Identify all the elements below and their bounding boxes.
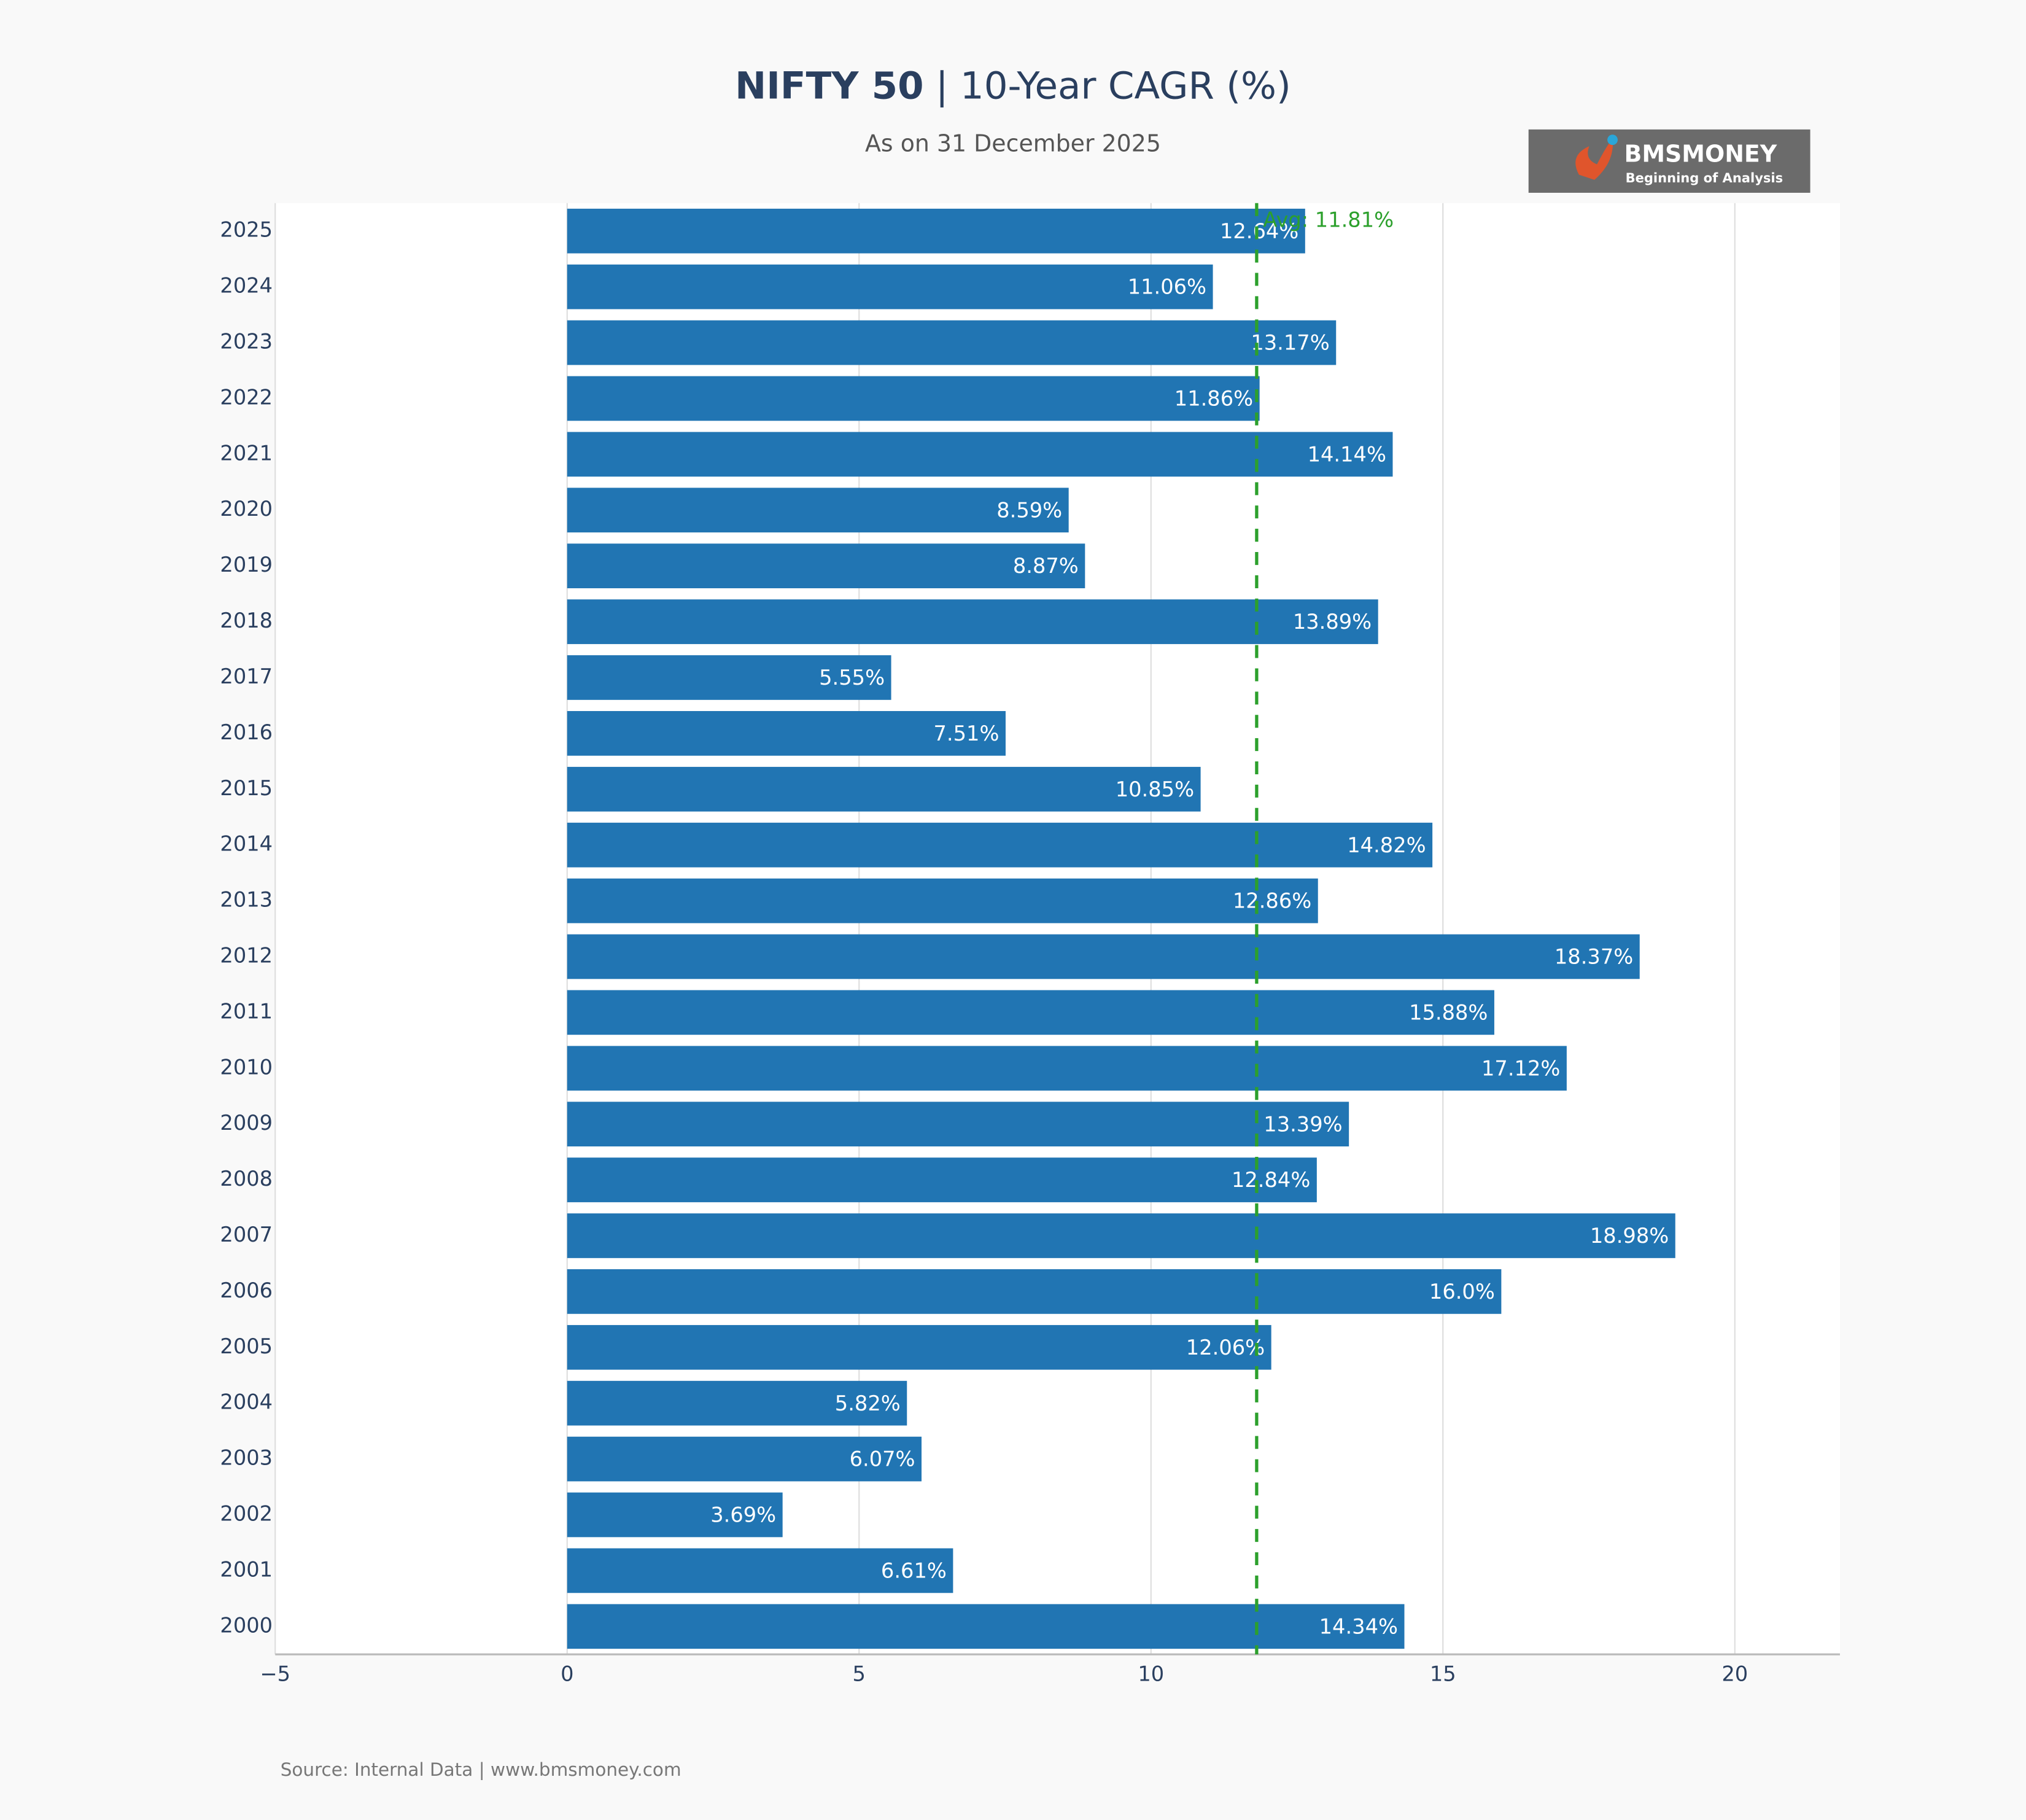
x-tick-label: 5: [853, 1662, 866, 1686]
bar: [567, 543, 1085, 589]
bar: [567, 878, 1318, 924]
title-bold: NIFTY 50: [735, 64, 923, 107]
bar: [567, 1269, 1502, 1314]
value-label: 7.51%: [934, 721, 999, 745]
bar: [567, 488, 1069, 533]
y-tick-label: 2018: [220, 609, 273, 632]
value-label: 13.89%: [1293, 610, 1372, 634]
bar: [567, 1102, 1349, 1147]
logo-tagline: Beginning of Analysis: [1626, 170, 1783, 185]
y-tick-label: 2007: [220, 1223, 273, 1246]
y-tick-label: 2010: [220, 1055, 273, 1079]
bar: [567, 320, 1337, 365]
value-label: 14.34%: [1319, 1614, 1398, 1638]
bar: [567, 1492, 783, 1538]
value-label: 3.69%: [710, 1503, 776, 1527]
bar: [567, 1046, 1567, 1091]
value-label: 14.82%: [1347, 833, 1426, 857]
y-tick-label: 2003: [220, 1446, 273, 1470]
bar: [567, 1324, 1271, 1370]
value-label: 12.64%: [1220, 219, 1298, 243]
value-label: 14.14%: [1308, 442, 1386, 466]
value-label: 8.87%: [1013, 554, 1079, 578]
chart-title: NIFTY 50 | 10-Year CAGR (%): [735, 64, 1291, 107]
value-label: 6.07%: [850, 1447, 915, 1471]
bar: [567, 376, 1260, 421]
value-label: 11.06%: [1128, 275, 1206, 299]
y-tick-label: 2002: [220, 1501, 273, 1525]
y-tick-label: 2008: [220, 1167, 273, 1191]
bar: [567, 766, 1201, 812]
y-tick-label: 2022: [220, 385, 273, 409]
value-label: 8.59%: [996, 498, 1062, 522]
x-tick-label: 10: [1138, 1662, 1164, 1686]
y-tick-label: 2023: [220, 330, 273, 354]
value-label: 5.82%: [835, 1391, 901, 1415]
x-tick-label: 20: [1721, 1662, 1748, 1686]
bar: [567, 1436, 922, 1482]
x-tick-label: 15: [1430, 1662, 1456, 1686]
average-label: Avg: 11.81%: [1263, 208, 1394, 232]
bar: [567, 990, 1494, 1035]
bar: [567, 208, 1305, 254]
bar: [567, 599, 1378, 644]
value-label: 18.37%: [1554, 945, 1633, 969]
bar: [567, 655, 891, 700]
y-tick-label: 2009: [220, 1111, 273, 1135]
y-tick-label: 2013: [220, 888, 273, 912]
y-tick-label: 2011: [220, 999, 273, 1023]
y-tick-label: 2000: [220, 1613, 273, 1637]
logo-box: [1528, 129, 1811, 193]
value-label: 12.86%: [1233, 889, 1311, 913]
y-tick-label: 2016: [220, 720, 273, 744]
y-tick-label: 2004: [220, 1390, 273, 1414]
value-label: 17.12%: [1481, 1056, 1560, 1080]
x-tick-label: 0: [561, 1662, 573, 1686]
y-tick-label: 2015: [220, 776, 273, 800]
plot-area: [275, 203, 1840, 1655]
value-label: 12.84%: [1232, 1168, 1310, 1192]
bar: [567, 710, 1006, 756]
bar: [567, 822, 1433, 868]
bar: [567, 1380, 907, 1426]
value-label: 13.17%: [1251, 331, 1329, 355]
value-label: 18.98%: [1590, 1224, 1669, 1248]
bar: [567, 1213, 1675, 1258]
y-tick-label: 2020: [220, 497, 273, 521]
value-label: 12.06%: [1186, 1336, 1265, 1359]
logo-icon: [1575, 138, 1613, 180]
y-tick-label: 2006: [220, 1278, 273, 1302]
y-tick-label: 2014: [220, 832, 273, 856]
value-label: 13.39%: [1263, 1112, 1342, 1136]
y-tick-label: 2005: [220, 1334, 273, 1358]
logo-dot: [1607, 134, 1618, 146]
value-label: 11.86%: [1174, 387, 1253, 411]
value-label: 15.88%: [1409, 1000, 1488, 1024]
subtitle: As on 31 December 2025: [865, 130, 1161, 157]
bar: [567, 1604, 1405, 1649]
bar: [567, 1548, 953, 1593]
y-tick-label: 2021: [220, 441, 273, 465]
y-tick-label: 2024: [220, 274, 273, 298]
x-tick-label: −5: [260, 1662, 290, 1686]
source: Source: Internal Data | www.bmsmoney.com: [281, 1759, 681, 1781]
value-label: 5.55%: [819, 666, 885, 690]
value-label: 6.61%: [881, 1558, 947, 1582]
title-rest: | 10-Year CAGR (%): [936, 64, 1291, 107]
y-tick-label: 2001: [220, 1557, 273, 1581]
y-tick-label: 2017: [220, 664, 273, 688]
bar: [567, 934, 1640, 979]
value-label: 16.0%: [1429, 1280, 1495, 1304]
y-tick-label: 2019: [220, 553, 273, 577]
value-label: 10.85%: [1116, 777, 1194, 801]
y-tick-label: 2012: [220, 943, 273, 967]
logo: BMSMONEY Beginning of Analysis: [1528, 129, 1811, 193]
bar: [567, 264, 1213, 309]
bar: [567, 432, 1393, 477]
logo-name: BMSMONEY: [1624, 140, 1777, 167]
bar: [567, 1157, 1317, 1202]
y-tick-label: 2025: [220, 218, 273, 242]
